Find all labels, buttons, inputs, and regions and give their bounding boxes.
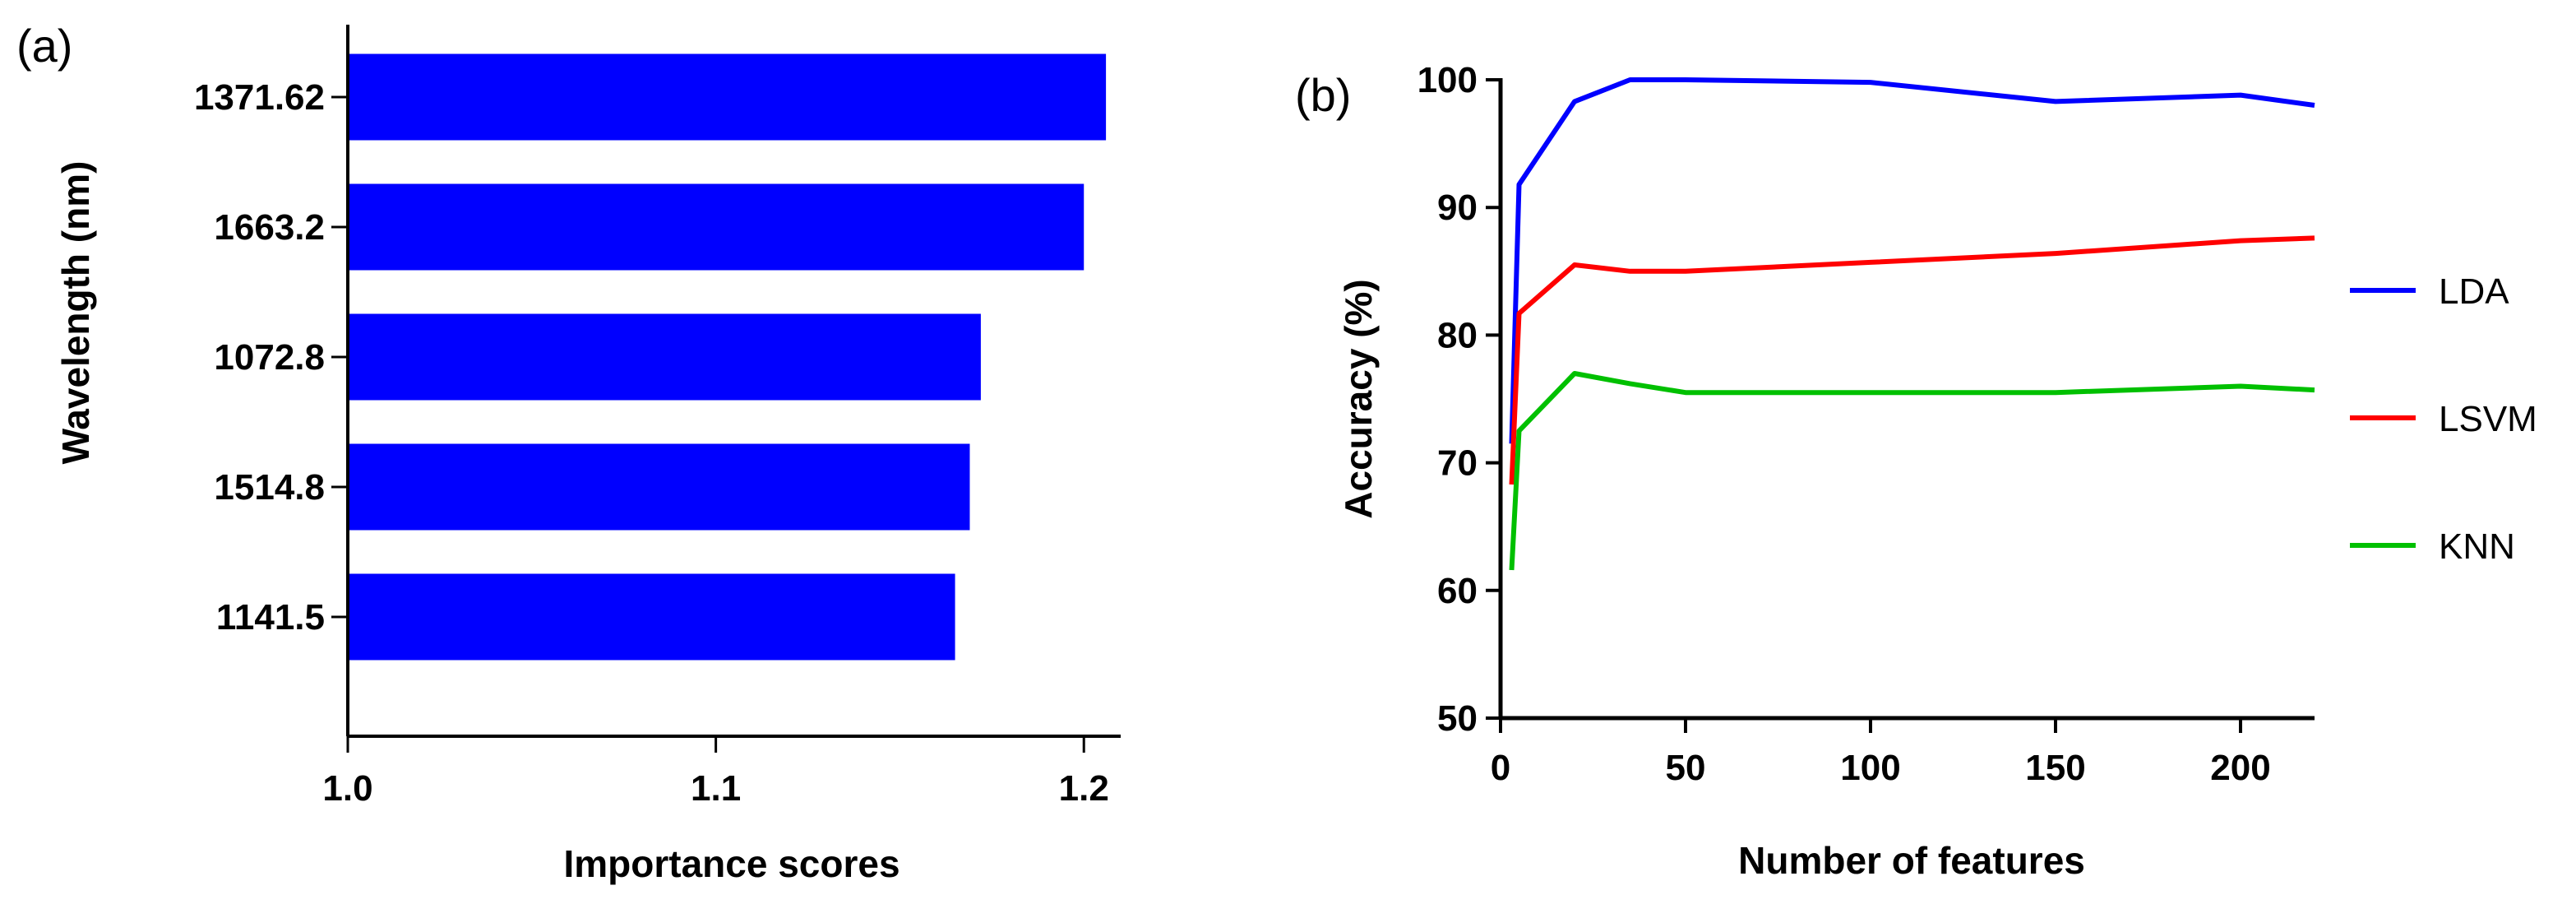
series-line-lda: [1509, 77, 2315, 444]
y-axis-title: Wavelength (nm): [54, 161, 97, 465]
y-tick-label: 1371.62: [194, 77, 325, 118]
y-tick-label: 1514.8: [214, 467, 325, 508]
y-tick-label: 70: [1437, 443, 1478, 484]
x-tick-label: 200: [2210, 748, 2270, 788]
y-tick-label: 50: [1437, 698, 1478, 739]
series-line-lsvm: [1509, 235, 2315, 485]
y-tick-label: 1072.8: [214, 337, 325, 378]
x-tick-labels: 0 50 100 150 200: [1491, 748, 2271, 788]
x-tick-label: 0: [1491, 748, 1510, 788]
bar: [348, 573, 955, 661]
legend-label-lda: LDA: [2439, 271, 2509, 312]
x-tick-label: 150: [2025, 748, 2085, 788]
bar: [348, 53, 1107, 141]
y-tick-label: 90: [1437, 188, 1478, 228]
x-axis-title: Importance scores: [563, 842, 900, 885]
axes: [1486, 78, 2315, 733]
series-line-knn: [1509, 371, 2315, 571]
y-tick-labels: 1371.62 1663.2 1072.8 1514.8 1141.5: [194, 77, 325, 638]
x-tick-label: 1.1: [691, 768, 741, 809]
legend-label-knn: KNN: [2439, 526, 2515, 567]
bar: [348, 183, 1085, 271]
x-tick-labels: 1.0 1.1 1.2: [322, 768, 1108, 809]
bar-group: [348, 53, 1107, 661]
panel-b-line-chart: (b) 50 60 70 80 90 100 0 50 100 150 200 LDA LSVM KN…: [1295, 60, 2537, 882]
bar: [348, 443, 970, 531]
y-axis-title: Accuracy (%): [1337, 279, 1380, 518]
panel-a-label: (a): [16, 20, 72, 72]
bar: [348, 313, 981, 401]
line-group: [1509, 77, 2315, 571]
y-tick-label: 80: [1437, 315, 1478, 355]
x-tick-label: 100: [1840, 748, 1900, 788]
x-tick-label: 1.0: [322, 768, 372, 809]
x-axis-title: Number of features: [1738, 839, 2085, 882]
legend-label-lsvm: LSVM: [2439, 399, 2537, 439]
axes: [331, 25, 1121, 753]
y-tick-label: 1663.2: [214, 207, 325, 248]
y-tick-label: 60: [1437, 571, 1478, 611]
y-tick-labels: 50 60 70 80 90 100: [1417, 60, 1478, 739]
x-tick-label: 50: [1666, 748, 1706, 788]
y-tick-label: 100: [1417, 60, 1478, 100]
panel-b-label: (b): [1295, 69, 1351, 121]
x-tick-label: 1.2: [1059, 768, 1109, 809]
legend: LDA LSVM KNN: [2350, 271, 2537, 567]
y-tick-label: 1141.5: [216, 597, 325, 638]
